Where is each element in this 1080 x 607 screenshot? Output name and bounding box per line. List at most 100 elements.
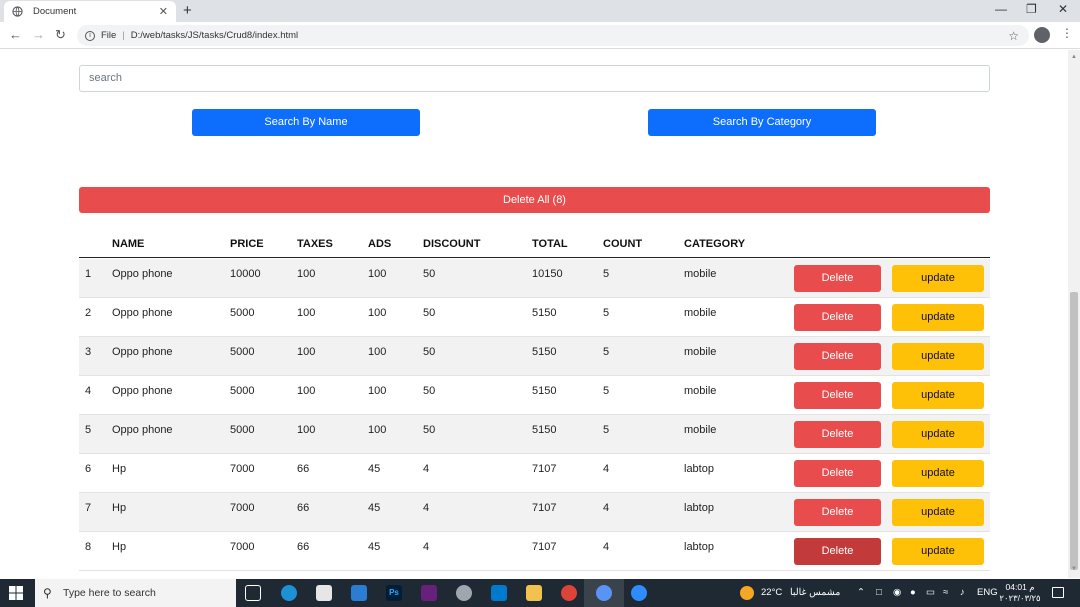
update-button[interactable]: update bbox=[892, 538, 984, 565]
cell-ads: 100 bbox=[368, 385, 387, 397]
search-by-category-button[interactable]: Search By Category bbox=[648, 109, 876, 136]
chrome-active-icon[interactable] bbox=[584, 579, 624, 607]
page-scrollbar[interactable]: ▲ ▼ bbox=[1068, 50, 1080, 578]
tray-app-icon[interactable]: □ bbox=[876, 587, 882, 598]
update-button[interactable]: update bbox=[892, 343, 984, 370]
delete-button[interactable]: Delete bbox=[794, 538, 881, 565]
clock[interactable]: 04:01 م ٢٠٢٣/٠٣/٢٥ bbox=[995, 582, 1045, 604]
profile-avatar-icon[interactable] bbox=[1034, 27, 1050, 43]
cell-taxes: 100 bbox=[297, 346, 316, 358]
bookmark-star-icon[interactable]: ☆ bbox=[1008, 28, 1019, 43]
cell-count: 4 bbox=[603, 463, 610, 475]
chrome-icon[interactable] bbox=[561, 585, 577, 601]
delete-button[interactable]: Delete bbox=[794, 460, 881, 487]
mail-icon[interactable] bbox=[351, 585, 367, 601]
edge-icon[interactable] bbox=[281, 585, 297, 601]
minimize-button[interactable]: — bbox=[995, 2, 1007, 16]
url-bar[interactable]: i File | D:/web/tasks/JS/tasks/Crud8/ind… bbox=[77, 25, 1029, 46]
notification-icon[interactable] bbox=[1052, 587, 1064, 598]
snipping-tool-icon[interactable] bbox=[456, 585, 472, 601]
search-input[interactable]: search bbox=[79, 65, 990, 92]
weather-temp: 22°C bbox=[761, 587, 783, 598]
update-button[interactable]: update bbox=[892, 499, 984, 526]
back-arrow-icon[interactable]: ← bbox=[9, 27, 22, 42]
url-separator: | bbox=[122, 30, 125, 41]
cell-price: 5000 bbox=[230, 424, 255, 436]
scrollbar-thumb[interactable] bbox=[1070, 292, 1078, 570]
tab-close-icon[interactable]: ✕ bbox=[158, 6, 168, 18]
microphone-icon[interactable]: ● bbox=[910, 587, 916, 598]
cell-name: Hp bbox=[112, 463, 127, 475]
scroll-up-icon[interactable]: ▲ bbox=[1071, 54, 1077, 60]
table-row: 7 Hp 7000 66 45 4 7107 4 labtop Delete update bbox=[79, 493, 990, 532]
cell-total: 10150 bbox=[532, 268, 563, 280]
delete-button[interactable]: Delete bbox=[794, 499, 881, 526]
tray-chevron-icon[interactable]: ⌃ bbox=[857, 587, 865, 598]
reload-icon[interactable]: ↻ bbox=[55, 27, 66, 42]
task-view-icon[interactable] bbox=[245, 585, 261, 601]
delete-all-button[interactable]: Delete All (8) bbox=[79, 187, 990, 213]
cell-price: 5000 bbox=[230, 385, 255, 397]
cell-count: 4 bbox=[603, 502, 610, 514]
cell-ads: 100 bbox=[368, 346, 387, 358]
cell-category: labtop bbox=[684, 541, 714, 553]
file-explorer-icon[interactable] bbox=[526, 585, 542, 601]
update-button[interactable]: update bbox=[892, 265, 984, 292]
cell-discount: 50 bbox=[423, 385, 436, 397]
language-indicator[interactable]: ENG bbox=[977, 587, 998, 598]
scroll-down-icon[interactable]: ▼ bbox=[1071, 566, 1077, 572]
cell-name: Oppo phone bbox=[112, 346, 173, 358]
cell-ads: 45 bbox=[368, 502, 381, 514]
cell-discount: 4 bbox=[423, 541, 430, 553]
table-row: 2 Oppo phone 5000 100 100 50 5150 5 mobile Delete… bbox=[79, 298, 990, 337]
search-by-name-button[interactable]: Search By Name bbox=[192, 109, 420, 136]
cell-taxes: 100 bbox=[297, 268, 316, 280]
new-tab-button[interactable]: + bbox=[183, 2, 192, 19]
windows-start-icon[interactable] bbox=[9, 586, 23, 600]
cell-count: 5 bbox=[603, 307, 610, 319]
close-window-button[interactable]: ✕ bbox=[1058, 2, 1069, 16]
cell-count: 5 bbox=[603, 385, 610, 397]
cell-total: 5150 bbox=[532, 424, 557, 436]
visual-studio-icon[interactable] bbox=[421, 585, 437, 601]
cell-category: mobile bbox=[684, 385, 717, 397]
clock-date: ٢٠٢٣/٠٣/٢٥ bbox=[999, 593, 1041, 603]
forward-arrow-icon[interactable]: → bbox=[32, 27, 45, 42]
store-icon[interactable] bbox=[316, 585, 332, 601]
table-row: 4 Oppo phone 5000 100 100 50 5150 5 mobile Delete… bbox=[79, 376, 990, 415]
search-icon: ⚲ bbox=[43, 586, 52, 600]
cell-id: 8 bbox=[85, 541, 92, 553]
header-price: PRICE bbox=[230, 238, 264, 250]
cell-category: mobile bbox=[684, 424, 717, 436]
weather-icon[interactable] bbox=[740, 586, 754, 600]
update-button[interactable]: update bbox=[892, 421, 984, 448]
cell-id: 5 bbox=[85, 424, 92, 436]
restore-button[interactable]: ❐ bbox=[1026, 2, 1037, 16]
info-icon[interactable]: i bbox=[85, 30, 95, 41]
cell-category: mobile bbox=[684, 268, 717, 280]
delete-button[interactable]: Delete bbox=[794, 304, 881, 331]
browser-tab[interactable]: Document ✕ bbox=[4, 1, 176, 22]
cell-taxes: 66 bbox=[297, 463, 310, 475]
photoshop-icon[interactable]: Ps bbox=[386, 585, 402, 601]
delete-button[interactable]: Delete bbox=[794, 343, 881, 370]
menu-kebab-icon[interactable]: ⋮ bbox=[1061, 26, 1073, 40]
update-button[interactable]: update bbox=[892, 304, 984, 331]
zoom-icon[interactable] bbox=[631, 585, 647, 601]
delete-button[interactable]: Delete bbox=[794, 265, 881, 292]
update-button[interactable]: update bbox=[892, 460, 984, 487]
cell-id: 2 bbox=[85, 307, 92, 319]
volume-icon[interactable]: ♪ bbox=[960, 587, 965, 598]
cell-total: 5150 bbox=[532, 346, 557, 358]
vscode-icon[interactable] bbox=[491, 585, 507, 601]
wifi-icon[interactable]: ≈ bbox=[943, 587, 949, 598]
cell-total: 7107 bbox=[532, 463, 557, 475]
update-button[interactable]: update bbox=[892, 382, 984, 409]
taskbar-search-text: Type here to search bbox=[63, 587, 156, 599]
delete-button[interactable]: Delete bbox=[794, 421, 881, 448]
taskbar-search-box[interactable]: ⚲ Type here to search bbox=[35, 579, 236, 607]
battery-icon[interactable]: ▭ bbox=[926, 587, 935, 598]
delete-button[interactable]: Delete bbox=[794, 382, 881, 409]
url-text: D:/web/tasks/JS/tasks/Crud8/index.html bbox=[130, 30, 299, 41]
tray-security-icon[interactable]: ◉ bbox=[893, 587, 902, 598]
